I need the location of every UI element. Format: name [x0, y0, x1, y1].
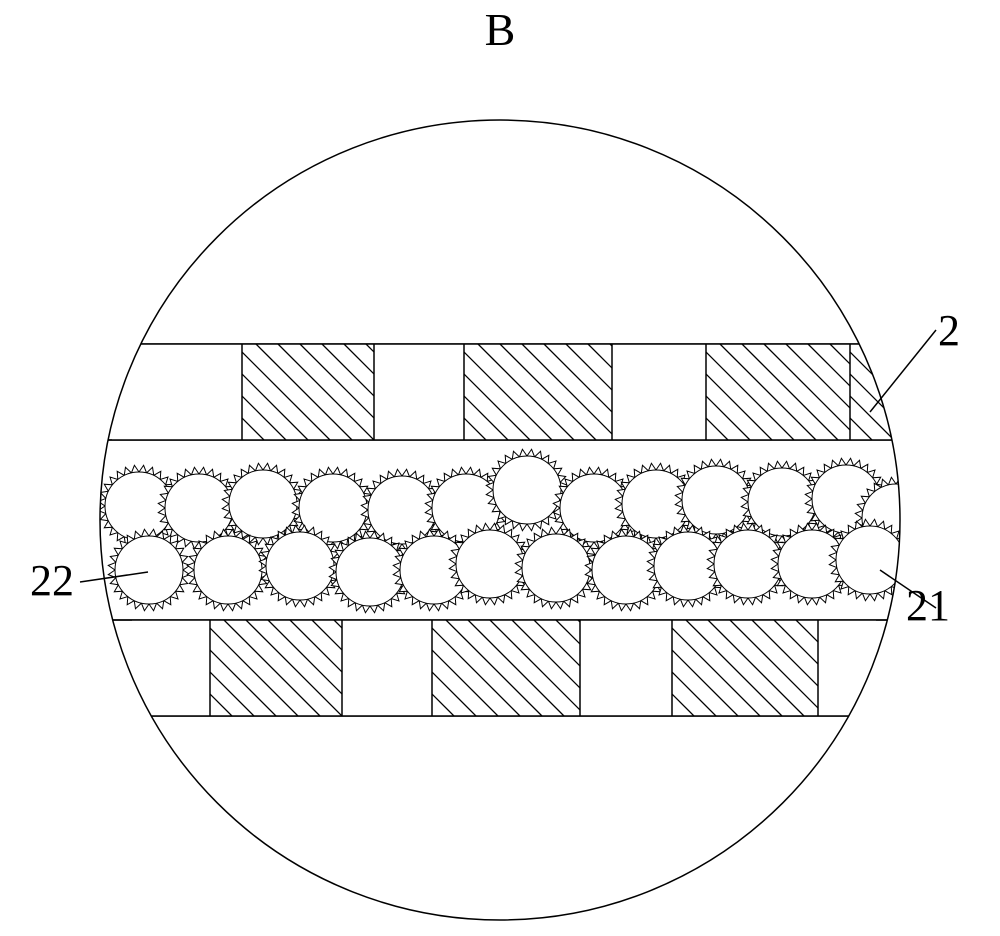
- spiky-circle: [108, 529, 189, 610]
- band-segment: [672, 620, 818, 716]
- spiky-circle: [707, 523, 788, 604]
- band-segment: [242, 344, 374, 440]
- spiky-circle: [486, 449, 567, 530]
- callout-label-22: 22: [30, 556, 74, 605]
- label-leader: [870, 330, 936, 412]
- spiky-circle: [259, 525, 340, 606]
- band-segment: [432, 620, 580, 716]
- band-segment: [112, 344, 242, 440]
- callout-label-2: 2: [938, 306, 960, 355]
- spiky-circle: [515, 527, 596, 608]
- figure-title: B: [485, 4, 516, 55]
- band-segment: [850, 344, 898, 440]
- band-segment: [580, 620, 672, 716]
- band-segment: [374, 344, 464, 440]
- band-segment: [210, 620, 342, 716]
- callout-label-21: 21: [906, 581, 950, 630]
- band-segment: [612, 344, 706, 440]
- band-segment: [818, 620, 876, 716]
- band-segment: [342, 620, 432, 716]
- band-segment: [706, 344, 850, 440]
- spiky-circle: [187, 529, 268, 610]
- band-segment: [464, 344, 612, 440]
